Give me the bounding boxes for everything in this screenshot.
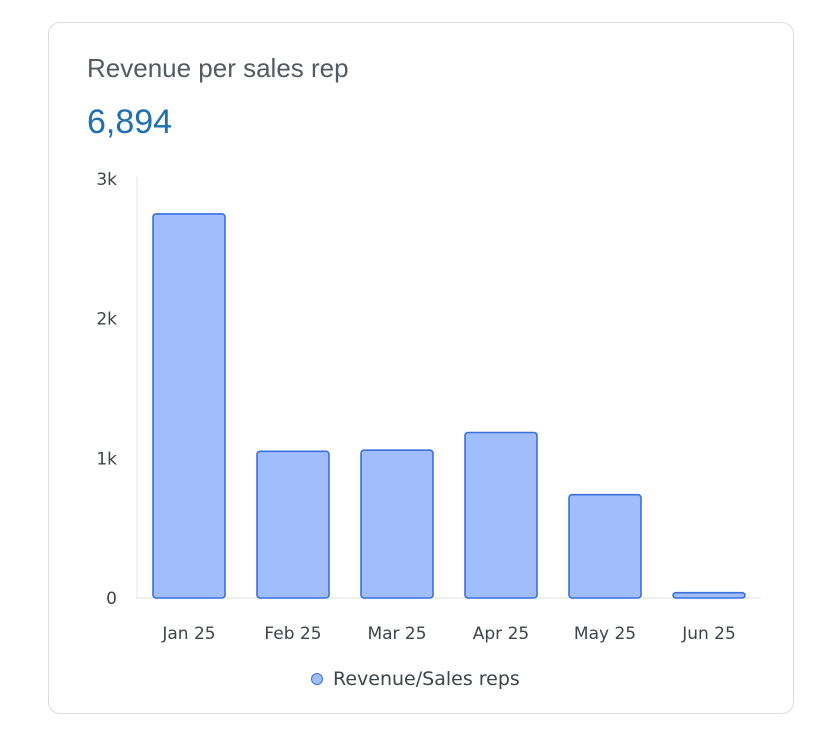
y-tick-label: 2k [96,310,117,330]
bar-jun-25 [672,591,746,599]
legend-marker [311,673,323,685]
x-tick-label: Apr 25 [473,624,529,644]
card-value: 6,894 [87,103,173,141]
y-tick-label: 1k [96,449,117,469]
bar-mar-25 [360,449,434,599]
bar-may-25 [568,493,642,599]
x-tick-label: Feb 25 [264,624,321,644]
legend[interactable]: Revenue/Sales reps [311,668,520,690]
chart-card: Revenue per sales rep 6,894 0 1k 2k 3k Jan 2… [48,22,794,714]
y-tick-label: 3k [96,170,117,190]
x-tick-label: May 25 [574,624,636,644]
card-title: Revenue per sales rep [87,53,349,83]
x-tick-label: Jan 25 [161,624,215,644]
x-tick-label: Mar 25 [367,624,426,644]
legend-label: Revenue/Sales reps [333,668,520,690]
bar-jan-25 [152,213,226,599]
bar-chart: 0 1k 2k 3k Jan 25 Feb 25 Mar 25 Apr 25 May 25 Jun… [96,170,761,644]
y-tick-label: 0 [106,589,117,609]
bar-apr-25 [464,431,538,599]
bar-feb-25 [256,450,330,599]
x-tick-label: Jun 25 [681,624,736,644]
